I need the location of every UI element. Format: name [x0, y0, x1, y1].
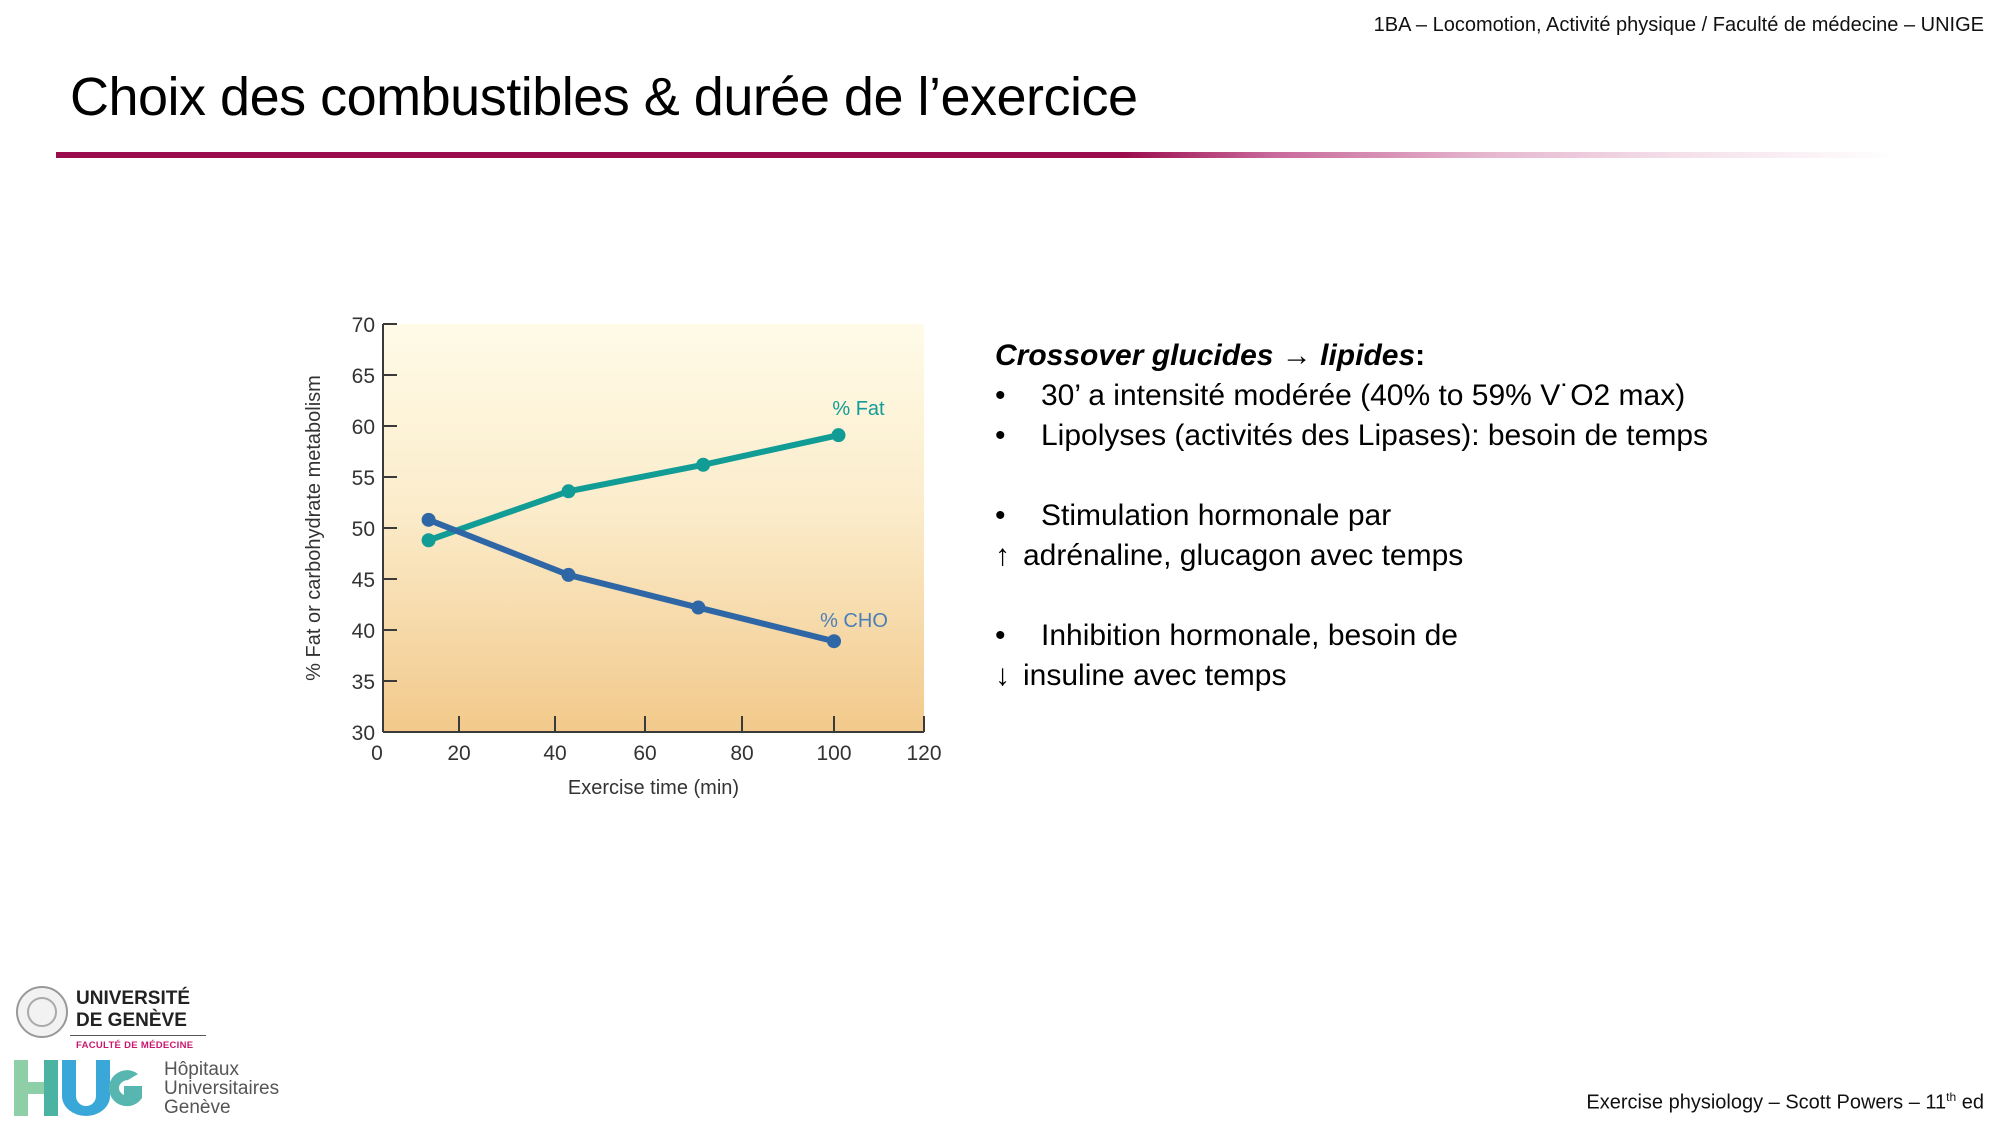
svg-text:70: 70 [352, 314, 375, 337]
svg-text:35: 35 [352, 671, 375, 694]
unige-seal-icon [16, 986, 68, 1038]
bullet-item: • Stimulation hormonale par [995, 496, 1708, 536]
bullet-icon: • [995, 619, 1006, 652]
svg-text:100: 100 [816, 742, 851, 765]
reference-footer: Exercise physiology – Scott Powers – 11t… [1586, 1090, 1984, 1114]
cho-series-line [427, 517, 835, 645]
svg-text:40: 40 [352, 620, 375, 643]
chart-series [421, 428, 846, 649]
svg-text:Exercise time (min): Exercise time (min) [568, 777, 739, 799]
hug-logo-icon [14, 1060, 142, 1116]
bullet-icon: • [995, 419, 1006, 452]
up-arrow-icon: ↑ [995, 539, 1010, 572]
faculty-label: FACULTÉ DE MÉDECINE [76, 1040, 194, 1051]
bullet-icon: • [995, 499, 1006, 532]
svg-text:30: 30 [352, 722, 375, 745]
fat-series-line [427, 432, 840, 544]
svg-text:20: 20 [447, 742, 470, 765]
hug-logo-text: Hôpitaux Universitaires Genève [164, 1059, 280, 1118]
svg-text:60: 60 [352, 416, 375, 439]
svg-text:% Fat: % Fat [832, 398, 885, 420]
bullet-item: • Inhibition hormonale, besoin de [995, 616, 1708, 656]
unige-logo-text: UNIVERSITÉ DE GENÈVE [76, 988, 191, 1031]
chart-labels: % Fat % CHO [820, 398, 888, 632]
down-arrow-icon: ↓ [995, 659, 1010, 692]
bullet-continuation: ↓ insuline avec temps [995, 656, 1708, 696]
svg-text:120: 120 [906, 742, 941, 765]
svg-text:0: 0 [371, 742, 383, 765]
explanation-text: Crossover glucides → lipides: • 30’ a int… [995, 336, 1708, 696]
svg-text:45: 45 [352, 569, 375, 592]
institution-logos: UNIVERSITÉ DE GENÈVE FACULTÉ DE MÉDECINE… [14, 984, 304, 1124]
crossover-heading: Crossover glucides → lipides: [995, 339, 1426, 372]
svg-text:40: 40 [543, 742, 566, 765]
bullet-icon: • [995, 379, 1006, 412]
bullet-continuation: ↑ adrénaline, glucagon avec temps [995, 536, 1708, 576]
chart-axes: 30 35 40 45 50 55 60 65 70 0 20 40 60 80 100 120 Exercis… [303, 314, 942, 799]
bullet-item: • 30’ a intensité modérée (40% to 59% V˙O… [995, 376, 1708, 416]
title-underline [56, 152, 1896, 158]
slide-title: Choix des combustibles & durée de l’exer… [70, 67, 1138, 127]
svg-text:60: 60 [633, 742, 656, 765]
svg-text:% Fat or carbohydrate metaboli: % Fat or carbohydrate metabolism [303, 375, 325, 681]
right-arrow-icon: → [1281, 339, 1312, 372]
fuel-crossover-chart: 30 35 40 45 50 55 60 65 70 0 20 40 60 80 100 120 Exercis… [280, 300, 960, 810]
course-header: 1BA – Locomotion, Activité physique / Fa… [1373, 14, 1984, 36]
svg-text:50: 50 [352, 518, 375, 541]
logo-divider [70, 1035, 206, 1036]
svg-text:65: 65 [352, 365, 375, 388]
plot-area [383, 324, 924, 732]
svg-text:% CHO: % CHO [820, 610, 888, 632]
svg-text:55: 55 [352, 467, 375, 490]
svg-text:80: 80 [730, 742, 753, 765]
bullet-item: • Lipolyses (activités des Lipases): beso… [995, 416, 1708, 456]
